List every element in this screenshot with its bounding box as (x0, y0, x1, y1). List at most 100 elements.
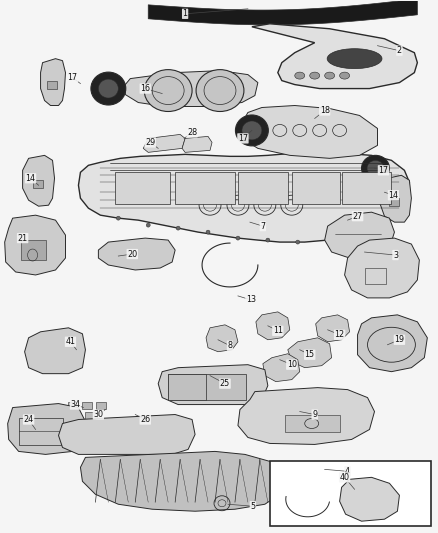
Text: 1: 1 (183, 9, 187, 18)
Polygon shape (240, 106, 378, 158)
Text: 28: 28 (187, 128, 197, 137)
Text: 19: 19 (394, 335, 404, 344)
Polygon shape (41, 59, 66, 106)
Text: 34: 34 (71, 400, 81, 409)
Ellipse shape (91, 72, 126, 105)
Text: 14: 14 (389, 191, 399, 200)
Polygon shape (5, 215, 66, 275)
Bar (68, 411, 81, 418)
Bar (19, 417, 64, 446)
Ellipse shape (339, 72, 350, 79)
Bar (389, 198, 399, 206)
Polygon shape (182, 136, 212, 152)
Polygon shape (263, 354, 300, 382)
Polygon shape (256, 312, 290, 340)
Polygon shape (25, 328, 85, 374)
Polygon shape (81, 451, 282, 511)
Polygon shape (339, 478, 399, 521)
Text: 21: 21 (18, 233, 28, 243)
Polygon shape (148, 0, 417, 25)
Ellipse shape (236, 115, 268, 146)
Ellipse shape (196, 70, 244, 111)
Text: 5: 5 (251, 502, 255, 511)
Ellipse shape (206, 230, 210, 234)
Text: 30: 30 (93, 410, 103, 419)
Bar (46, 80, 57, 88)
Text: 29: 29 (145, 138, 155, 147)
Text: 18: 18 (320, 106, 330, 115)
Text: 9: 9 (312, 410, 317, 419)
Bar (82, 401, 92, 409)
Polygon shape (357, 315, 427, 372)
Text: 12: 12 (335, 330, 345, 340)
Ellipse shape (361, 155, 389, 181)
Bar (68, 401, 78, 409)
Bar (342, 172, 392, 204)
Text: 15: 15 (305, 350, 315, 359)
Polygon shape (143, 134, 185, 152)
Text: 41: 41 (65, 337, 75, 346)
Polygon shape (125, 71, 258, 107)
Ellipse shape (296, 240, 300, 244)
Text: 20: 20 (127, 249, 138, 259)
Text: 17: 17 (67, 73, 78, 82)
Bar (285, 415, 339, 432)
Text: 17: 17 (378, 166, 389, 175)
Ellipse shape (385, 220, 389, 224)
Text: 27: 27 (353, 212, 363, 221)
Bar (292, 172, 339, 204)
Ellipse shape (356, 234, 360, 238)
Text: 7: 7 (260, 222, 265, 231)
Ellipse shape (144, 70, 192, 111)
Bar (96, 401, 106, 409)
Text: 3: 3 (393, 251, 398, 260)
Polygon shape (325, 212, 395, 258)
Text: 2: 2 (397, 46, 402, 55)
Polygon shape (288, 338, 332, 368)
Text: 11: 11 (273, 326, 283, 335)
Ellipse shape (99, 79, 118, 98)
Bar (270, 462, 431, 526)
Polygon shape (345, 238, 419, 298)
Text: 13: 13 (246, 295, 256, 304)
Text: 16: 16 (140, 84, 150, 93)
Text: 40: 40 (339, 473, 350, 482)
Bar (85, 411, 97, 418)
Bar (364, 268, 386, 284)
Polygon shape (316, 315, 350, 342)
Bar (21, 240, 46, 260)
Text: 8: 8 (227, 341, 233, 350)
Text: 25: 25 (220, 379, 230, 388)
Bar (115, 172, 170, 204)
Polygon shape (99, 238, 175, 270)
Bar (238, 172, 288, 204)
Polygon shape (379, 175, 411, 222)
Ellipse shape (325, 72, 335, 79)
Ellipse shape (236, 236, 240, 240)
Ellipse shape (146, 223, 150, 227)
Polygon shape (78, 152, 410, 242)
Ellipse shape (295, 72, 305, 79)
Bar (175, 172, 235, 204)
Polygon shape (23, 155, 54, 206)
Text: 24: 24 (24, 415, 34, 424)
Polygon shape (206, 325, 238, 352)
Polygon shape (59, 415, 195, 455)
Polygon shape (238, 387, 374, 445)
Polygon shape (252, 24, 417, 88)
Text: 10: 10 (287, 360, 297, 369)
Polygon shape (8, 403, 85, 455)
Text: 4: 4 (345, 467, 350, 476)
Ellipse shape (327, 49, 382, 69)
Text: 17: 17 (238, 134, 248, 143)
Ellipse shape (310, 72, 320, 79)
Polygon shape (158, 365, 268, 405)
Ellipse shape (242, 121, 262, 140)
Ellipse shape (117, 216, 120, 220)
Ellipse shape (266, 238, 270, 242)
Text: 26: 26 (140, 415, 150, 424)
Bar (168, 374, 246, 400)
Bar (168, 374, 206, 400)
Ellipse shape (176, 226, 180, 230)
Bar (32, 180, 42, 188)
